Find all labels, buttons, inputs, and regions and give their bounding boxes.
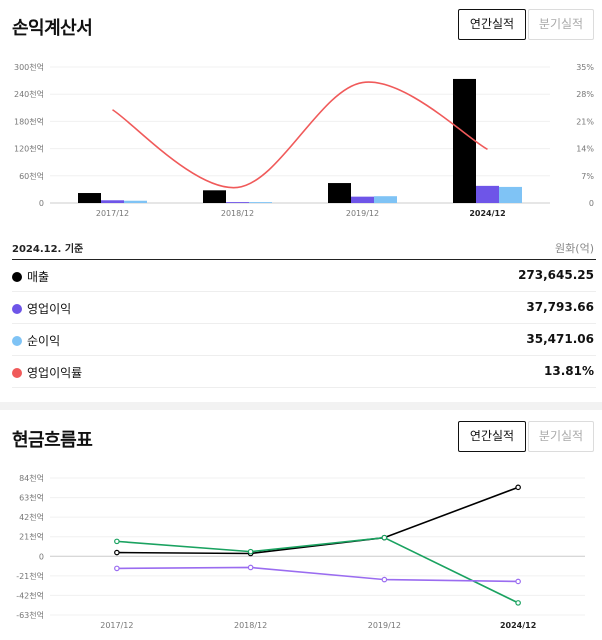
revenue-label: 매출 — [27, 270, 50, 284]
x-tick-label: 2018/12 — [234, 621, 267, 630]
currency-unit: 원화(억) — [555, 242, 594, 255]
operating-margin-value: 13.81% — [544, 364, 594, 378]
net-income-legend-dot — [12, 336, 22, 346]
cashflow-point-2-2017-12 — [114, 565, 120, 572]
y-tick-label: 0 — [39, 199, 44, 208]
bar-2024-12-2 — [499, 186, 522, 203]
income-statement-section: 손익계산서 연간실적 분기실적 300천억 240천억 180천억 120천억 60천억… — [12, 9, 596, 388]
y-tick-label: 60천억 — [19, 171, 44, 181]
row-net-income: 순이익 35,471.06 — [12, 324, 596, 356]
table-top-rule — [12, 259, 596, 260]
y2-tick-label: 14% — [576, 145, 594, 154]
cashflow-line-0 — [116, 486, 519, 555]
bar-2018-12-1 — [226, 202, 249, 203]
operating-margin-legend-dot — [12, 368, 22, 378]
x-tick-label: 2024/12 — [500, 621, 536, 630]
cashflow-point-1-2018-12 — [247, 548, 254, 555]
x-tick-label: 2019/12 — [346, 209, 379, 218]
cashflow-point-2-2024-12 — [515, 578, 521, 585]
income-annual-tab[interactable]: 연간실적 — [458, 9, 526, 40]
y-tick-label: 42천억 — [19, 512, 44, 522]
x-tick-label: 2017/12 — [96, 209, 129, 218]
bar-2019-12-0 — [328, 183, 351, 203]
bar-2017-12-1 — [101, 200, 124, 203]
bar-2019-12-2 — [374, 196, 397, 203]
bar-2024-12-0 — [453, 78, 476, 203]
operating-margin-label: 영업이익률 — [27, 366, 83, 380]
y-tick-label: 240천억 — [14, 89, 44, 99]
bar-2017-12-0 — [78, 193, 101, 203]
y2-tick-label: 21% — [576, 117, 594, 126]
bar-2018-12-2 — [249, 202, 272, 203]
y-tick-label: -21천억 — [16, 571, 44, 581]
y-tick-label: 63천억 — [19, 493, 44, 503]
y-tick-label: 84천억 — [19, 473, 44, 483]
cashflow-point-2-2019-12 — [381, 576, 388, 583]
bar-2024-12-1 — [476, 185, 499, 203]
y2-tick-label: 35% — [576, 63, 594, 72]
y-tick-label: 0 — [39, 552, 44, 561]
cashflow-point-0-2017-12 — [114, 549, 120, 556]
cashflow-line-2 — [116, 566, 519, 583]
y-tick-label: 180천억 — [14, 116, 44, 126]
operating-income-label: 영업이익 — [27, 302, 72, 316]
cashflow-line-1 — [116, 536, 519, 604]
section-divider — [0, 402, 602, 410]
cashflow-point-1-2024-12 — [515, 600, 521, 606]
y-tick-label: -42천억 — [16, 590, 44, 600]
cashflow-title: 현금흐름표 — [12, 430, 93, 451]
revenue-value: 273,645.25 — [518, 268, 594, 282]
income-chart: 300천억 240천억 180천억 120천억 60천억 0 35% 28% 21% 14% 7% 0… — [14, 62, 594, 218]
cashflow-point-1-2017-12 — [114, 538, 120, 545]
income-quarterly-tab[interactable]: 분기실적 — [528, 9, 594, 40]
operating-income-value: 37,793.66 — [526, 300, 594, 314]
bar-2019-12-1 — [351, 196, 374, 203]
basis-date: 2024.12. 기준 — [12, 244, 84, 255]
x-tick-label: 2017/12 — [100, 621, 133, 630]
x-tick-label: 2024/12 — [469, 209, 505, 218]
cashflow-point-2-2018-12 — [247, 564, 254, 571]
y-tick-label: -63천억 — [16, 610, 44, 620]
y-tick-label: 21천억 — [19, 532, 44, 542]
bar-2018-12-0 — [203, 190, 226, 203]
cashflow-quarterly-tab[interactable]: 분기실적 — [528, 421, 594, 452]
y2-tick-label: 7% — [581, 172, 594, 181]
y-tick-label: 300천억 — [14, 62, 44, 72]
operating-margin-line — [112, 81, 488, 189]
net-income-label: 순이익 — [27, 334, 61, 348]
net-income-value: 35,471.06 — [526, 332, 594, 346]
bar-2017-12-2 — [124, 200, 147, 203]
row-revenue: 매출 273,645.25 — [12, 260, 596, 292]
income-title: 손익계산서 — [12, 18, 93, 39]
revenue-legend-dot — [12, 272, 22, 282]
x-tick-label: 2019/12 — [368, 621, 401, 630]
y2-tick-label: 28% — [576, 90, 594, 99]
x-tick-label: 2018/12 — [221, 209, 254, 218]
cashflow-section: 현금흐름표 연간실적 분기실적 84천억 63천억 42천억 21천억 0 -21천억 -4… — [0, 410, 602, 640]
row-operating-margin: 영업이익률 13.81% — [12, 356, 596, 388]
y-tick-label: 120천억 — [14, 144, 44, 154]
cashflow-point-0-2024-12 — [515, 484, 521, 491]
operating-income-legend-dot — [12, 304, 22, 314]
cashflow-point-1-2019-12 — [381, 534, 388, 541]
row-operating-income: 영업이익 37,793.66 — [12, 292, 596, 324]
cashflow-chart: 84천억 63천억 42천억 21천억 0 -21천억 -42천억 -63천억 2017/12 2… — [16, 473, 585, 630]
cashflow-annual-tab[interactable]: 연간실적 — [458, 421, 526, 452]
y2-tick-label: 0 — [589, 199, 594, 208]
